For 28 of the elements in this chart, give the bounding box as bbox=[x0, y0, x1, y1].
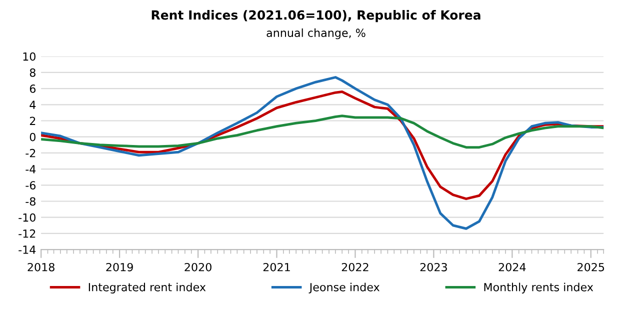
y-tick-label: 4 bbox=[30, 100, 36, 109]
y-tick-label: 0 bbox=[30, 132, 36, 142]
y-tick-label: -2 bbox=[26, 148, 36, 158]
chart-title: Rent Indices (2021.06=100), Republic of Korea bbox=[152, 10, 480, 22]
chart-subtitle: annual change, % bbox=[266, 28, 366, 40]
y-tick-label: -14 bbox=[18, 246, 36, 254]
x-tick-label: 2021 bbox=[263, 262, 290, 272]
x-tick-label: 2024 bbox=[498, 262, 526, 272]
x-tick-label: 2019 bbox=[106, 262, 133, 272]
x-tick-label: 2023 bbox=[420, 262, 447, 272]
line-series bbox=[41, 114, 604, 149]
x-tick-label: 2022 bbox=[342, 262, 368, 272]
x-tick-label: 2025 bbox=[578, 262, 604, 272]
y-tick-label: -10 bbox=[18, 213, 36, 222]
line-series bbox=[41, 76, 604, 230]
y-tick-label: 6 bbox=[30, 84, 36, 93]
x-tick-label: 2018 bbox=[28, 262, 54, 272]
x-tick-label: 2020 bbox=[184, 262, 212, 272]
legend-label: Monthly rents index bbox=[484, 282, 594, 294]
y-tick-label: -12 bbox=[18, 229, 36, 238]
y-tick-label: 2 bbox=[30, 116, 36, 125]
y-tick-label: -4 bbox=[26, 165, 36, 174]
legend-label: Integrated rent index bbox=[88, 282, 206, 294]
y-tick-label: 10 bbox=[23, 52, 36, 61]
y-tick-label: -6 bbox=[26, 181, 36, 190]
y-tick-label: -8 bbox=[26, 197, 36, 206]
y-tick-label: 8 bbox=[30, 68, 36, 77]
legend-label: Jeonse index bbox=[308, 282, 380, 294]
